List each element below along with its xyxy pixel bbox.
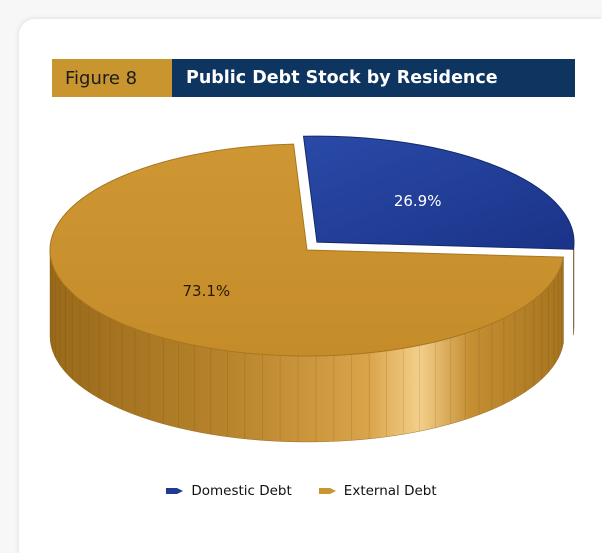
external-data-label: 73.1%: [182, 282, 230, 300]
domestic-swatch-icon: [166, 488, 184, 494]
chart-legend: Domestic Debt External Debt: [0, 483, 602, 499]
external-slice: [49, 143, 565, 357]
external-swatch-icon: [318, 488, 336, 494]
domestic-slice: [302, 135, 575, 250]
domestic-data-label: 26.9%: [394, 192, 442, 210]
legend-item-domestic: Domestic Debt: [165, 483, 292, 499]
legend-item-external: External Debt: [318, 483, 437, 499]
legend-label-external: External Debt: [343, 483, 437, 499]
figure-header: Figure 8 Public Debt Stock by Residence: [52, 59, 575, 97]
legend-label-domestic: Domestic Debt: [191, 483, 292, 499]
figure-title: Public Debt Stock by Residence: [172, 59, 575, 97]
figure-number: Figure 8: [52, 59, 172, 97]
